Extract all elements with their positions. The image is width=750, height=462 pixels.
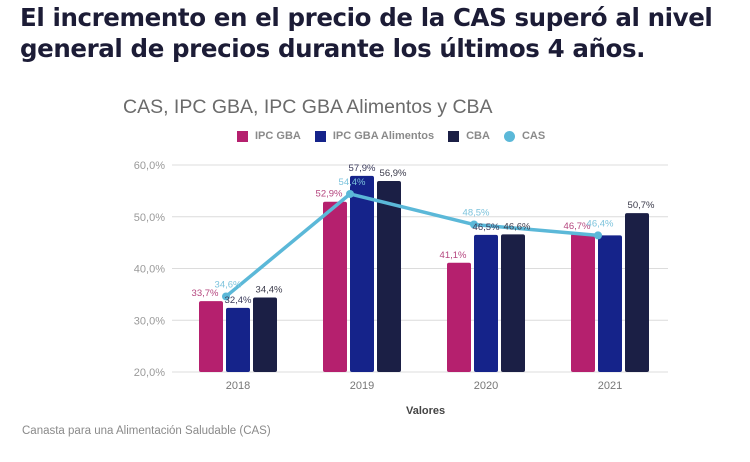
bar-ipc-gba <box>447 262 471 372</box>
bar-cba <box>625 213 649 372</box>
data-label-cas: 46,4% <box>587 218 614 229</box>
y-tick-label: 40,0% <box>134 264 165 276</box>
data-label-ipc-gba-alimentos: 57,9% <box>349 163 376 174</box>
legend-item-ipc-gba-alimentos: IPC GBA Alimentos <box>314 130 435 142</box>
y-tick-label: 20,0% <box>134 367 165 379</box>
data-label-cba: 34,4% <box>256 284 283 295</box>
data-label-cba: 50,7% <box>628 200 655 211</box>
data-label-cas: 54,4% <box>339 177 366 188</box>
y-tick-label: 60,0% <box>134 160 165 172</box>
legend-item-cas: CAS <box>503 130 546 142</box>
legend-item-cba: CBA <box>448 130 490 142</box>
legend-label-ipc-gba-alimentos: IPC GBA Alimentos <box>332 130 435 142</box>
legend-item-ipc-gba: IPC GBA <box>237 130 301 142</box>
bar-ipc-gba-alimentos <box>226 307 250 372</box>
chart-title: CAS, IPC GBA, IPC GBA Alimentos y CBA <box>123 96 493 118</box>
headline-line-1: El incremento en el precio de la CAS sup… <box>20 3 713 32</box>
legend-swatch-cba <box>448 130 460 142</box>
data-label-cas: 48,5% <box>463 208 490 219</box>
data-label-ipc-gba: 33,7% <box>192 288 219 299</box>
point-cas <box>594 231 602 240</box>
x-tick-label: 2019 <box>350 380 374 392</box>
x-tick-label: 2020 <box>474 380 498 392</box>
x-tick-label: 2018 <box>226 380 250 392</box>
bar-ipc-gba-alimentos <box>350 175 374 372</box>
legend-swatch-ipc-gba <box>237 130 248 142</box>
bar-cba <box>253 297 277 372</box>
data-label-cba: 56,9% <box>380 168 407 179</box>
point-cas <box>222 292 230 301</box>
line-cas <box>224 192 599 298</box>
bar-ipc-gba-alimentos <box>598 235 622 372</box>
data-label-ipc-gba: 52,9% <box>316 189 343 200</box>
data-label-cas: 34,6% <box>215 279 242 290</box>
data-label-ipc-gba: 46,7% <box>564 221 591 232</box>
y-tick-label: 50,0% <box>134 212 165 224</box>
bar-cba <box>377 181 401 372</box>
legend-swatch-cas <box>503 130 515 142</box>
bar-cba <box>501 234 525 372</box>
bar-ipc-gba <box>323 201 347 372</box>
data-label-ipc-gba-alimentos: 32,4% <box>225 295 252 306</box>
legend-swatch-ipc-gba-alimentos <box>314 130 326 142</box>
bar-ipc-gba <box>571 233 595 372</box>
chart-legend: IPC GBA IPC GBA Alimentos CBA CAS <box>237 130 559 142</box>
x-axis-label: Valores <box>406 405 446 417</box>
data-label-ipc-gba-alimentos: 46,5% <box>473 222 500 233</box>
footer-note: Canasta para una Alimentación Saludable … <box>22 425 271 437</box>
bar-ipc-gba <box>199 301 223 372</box>
headline: El incremento en el precio de la CAS sup… <box>20 2 740 64</box>
point-cas <box>470 220 478 229</box>
x-tick-label: 2021 <box>598 380 622 392</box>
legend-label-ipc-gba: IPC GBA <box>255 130 301 142</box>
point-cas <box>346 189 354 198</box>
y-tick-label: 30,0% <box>134 315 165 327</box>
bar-ipc-gba-alimentos <box>474 234 498 372</box>
legend-label-cas: CAS <box>521 130 546 142</box>
legend-label-cba: CBA <box>466 130 490 142</box>
data-label-ipc-gba: 41,1% <box>440 250 467 261</box>
headline-line-2: general de precios durante los últimos 4… <box>20 34 646 63</box>
data-label-cba: 46,6% <box>504 221 531 232</box>
